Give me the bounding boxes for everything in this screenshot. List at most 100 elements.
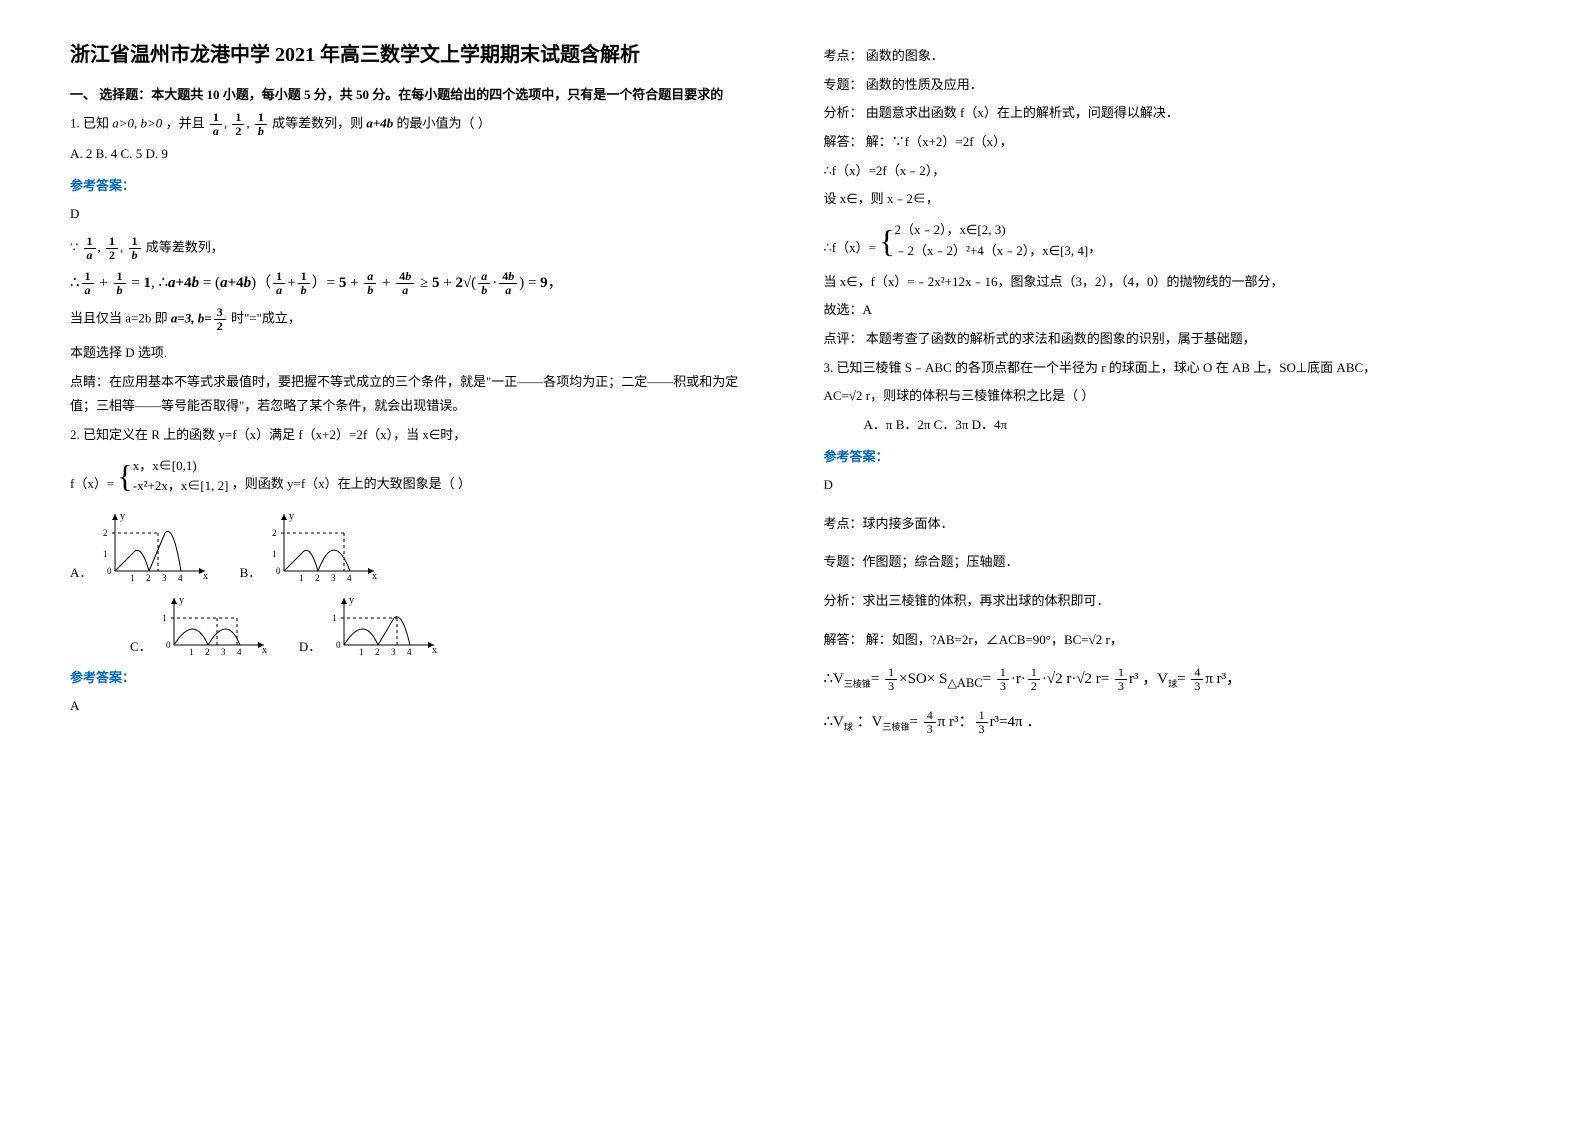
jd4-piece-1: 2（x﹣2），x∈[2, 3) bbox=[895, 220, 1089, 241]
frac: 1b bbox=[129, 235, 141, 262]
q3-text1: 3. 已知三棱锥 S﹣ABC 的各顶点都在一个半径为 r 的球面上，球心 O 在… bbox=[824, 356, 1518, 381]
opt-a-label: A． bbox=[70, 562, 92, 581]
v-ball-pre: ，V bbox=[1142, 671, 1168, 687]
svg-text:y: y bbox=[349, 595, 354, 606]
svg-text:1: 1 bbox=[359, 647, 364, 655]
q2-jd5: 当 x∈，f（x）=﹣2x²+12x﹣16，图象过点（3，2），（4，0）的抛物… bbox=[824, 270, 1518, 295]
q2-kaodian: 考点： 函数的图象． bbox=[824, 44, 1518, 69]
frac: 1a bbox=[84, 235, 96, 262]
q2-jd4: ∴f（x）= { 2（x﹣2），x∈[2, 3) ﹣2（x﹣2）²+4（x﹣2）… bbox=[824, 220, 1518, 262]
q3-kaodian: 考点：球内接多面体． bbox=[824, 512, 1518, 537]
q1-choose: 本题选择 D 选项. bbox=[70, 341, 764, 366]
chart-option-b: B． yx 0 12 12 34 bbox=[240, 509, 379, 581]
svg-text:1: 1 bbox=[189, 647, 194, 655]
chart-b-icon: yx 0 12 12 34 bbox=[269, 509, 379, 581]
q1-tail: 成等差数列，则 bbox=[272, 116, 363, 131]
q2-jd2: ∴f（x）=2f（x﹣2）， bbox=[824, 159, 1518, 184]
q3-t2-tail: ，则球的体积与三棱锥体积之比是（ ） bbox=[870, 388, 1094, 403]
q2-piecewise: f（x）= { x，x∈[0,1) -x²+2x，x∈[1, 2] ，则函数 y… bbox=[70, 456, 764, 498]
section-1-heading: 一、 选择题：本大题共 10 小题，每小题 5 分，共 50 分。在每小题给出的… bbox=[70, 84, 764, 103]
brace-icon: { bbox=[117, 460, 132, 492]
svg-text:0: 0 bbox=[166, 640, 171, 650]
svg-text:2: 2 bbox=[205, 647, 210, 655]
svg-text:2: 2 bbox=[103, 528, 108, 538]
chart-options-row-1: A． y x 0 1 2 1 2 3 4 B． bbox=[70, 509, 764, 581]
q1-mid: ，并且 bbox=[166, 116, 205, 131]
piece-1: x，x∈[0,1) bbox=[133, 456, 229, 477]
q1-step3-cond: a=3, b= bbox=[171, 310, 212, 325]
q1-cond: a>0, b>0 bbox=[112, 116, 162, 131]
frac: 12 bbox=[106, 235, 118, 262]
ratio-s2: 三棱锥 bbox=[883, 722, 910, 732]
q2-answer: A bbox=[70, 694, 764, 719]
ratio-pre: ∴V bbox=[824, 714, 844, 730]
q1-step2-equation: ∴1a + 1b = 1, ∴a+4b = (a+4b)（1a+1b）= 5 +… bbox=[70, 270, 764, 297]
v-pre: ∴V bbox=[824, 671, 844, 687]
answer-label: 参考答案： bbox=[70, 667, 764, 686]
svg-text:x: x bbox=[203, 571, 208, 581]
svg-text:2: 2 bbox=[272, 528, 277, 538]
jd4-piece-2: ﹣2（x﹣2）²+4（x﹣2），x∈[3, 4] bbox=[895, 241, 1089, 262]
q3-zhuanti: 专题：作图题；综合题；压轴题． bbox=[824, 550, 1518, 575]
svg-text:3: 3 bbox=[391, 647, 396, 655]
q2-text1: 2. 已知定义在 R 上的函数 y=f（x）满足 f（x+2）=2f（x），当 … bbox=[70, 423, 764, 448]
q3-ratio-line: ∴V球 ：V三棱锥= 43π r³：13r³=4π ． bbox=[824, 709, 1518, 736]
q1-dianjing: 点睛：在应用基本不等式求最值时，要把握不等式成立的三个条件，就是"一正——各项均… bbox=[70, 370, 764, 419]
svg-text:4: 4 bbox=[237, 647, 242, 655]
q3-ac: AC=√2 r bbox=[824, 388, 871, 403]
v-sub: 三棱锥 bbox=[844, 679, 871, 689]
q1-step3-tail: 时"="成立， bbox=[231, 310, 301, 325]
svg-text:1: 1 bbox=[130, 573, 135, 581]
svg-text:0: 0 bbox=[336, 640, 341, 650]
svg-text:4: 4 bbox=[347, 573, 352, 581]
v-ball-sub: 球 bbox=[1168, 679, 1177, 689]
svg-text:2: 2 bbox=[146, 573, 151, 581]
svg-text:1: 1 bbox=[272, 549, 277, 559]
svg-text:1: 1 bbox=[299, 573, 304, 581]
svg-text:3: 3 bbox=[331, 573, 336, 581]
chart-a-icon: yx 0 12 12 34 bbox=[100, 509, 210, 581]
svg-text:4: 4 bbox=[407, 647, 412, 655]
opt-c-label: C． bbox=[130, 636, 152, 655]
svg-text:0: 0 bbox=[276, 566, 281, 576]
q2-jd4-pre: ∴f（x）= bbox=[824, 240, 876, 255]
q2-jd1: 解答： 解：∵f（x+2）=2f（x）， bbox=[824, 130, 1518, 155]
q1-step1: ∵ 1a, 12, 1b 成等差数列， bbox=[70, 235, 764, 262]
q1-step3: 当且仅当 a=2b 即 a=3, b=32 时"="成立， bbox=[70, 306, 764, 333]
svg-text:0: 0 bbox=[107, 566, 112, 576]
q3-answer: D bbox=[824, 473, 1518, 498]
q1-end: 的最小值为（ ） bbox=[397, 116, 491, 131]
frac-1-2: 12 bbox=[232, 111, 244, 138]
svg-text:3: 3 bbox=[162, 573, 167, 581]
svg-text:4: 4 bbox=[178, 573, 183, 581]
svg-text:2: 2 bbox=[315, 573, 320, 581]
q1-pre: 1. 已知 bbox=[70, 116, 109, 131]
q2-zhuanti: 专题： 函数的性质及应用． bbox=[824, 73, 1518, 98]
chart-option-d: D． yx 0 1 12 34 bbox=[299, 593, 439, 655]
chart-option-c: C． yx 0 1 12 34 bbox=[130, 593, 269, 655]
q3-jiedao: 解答： 解：如图，?AB=2r，∠ACB=90°，BC=√2 r， bbox=[824, 628, 1518, 653]
answer-label: 参考答案： bbox=[824, 446, 1518, 465]
opt-d-label: D． bbox=[299, 636, 321, 655]
q3-fenxi: 分析：求出三棱锥的体积，再求出球的体积即可． bbox=[824, 589, 1518, 614]
page-title: 浙江省温州市龙港中学 2021 年高三数学文上学期期末试题含解析 bbox=[70, 40, 764, 70]
svg-text:y: y bbox=[120, 511, 125, 522]
q3-volume-line: ∴V三棱锥= 13×SO× S△ABC= 13·r·12·√2 r·√2 r= … bbox=[824, 666, 1518, 695]
q2-guxuan: 故选：A bbox=[824, 298, 1518, 323]
opt-b-label: B． bbox=[240, 562, 262, 581]
piece-2: -x²+2x，x∈[1, 2] bbox=[133, 476, 229, 497]
q1-premise: 1. 已知 a>0, b>0 ，并且 1a, 12, 1b 成等差数列，则 a+… bbox=[70, 111, 764, 138]
chart-option-a: A． yx 0 12 12 34 bbox=[70, 509, 210, 581]
svg-text:x: x bbox=[262, 645, 267, 655]
q1-target: a+4b bbox=[366, 116, 393, 131]
svg-text:x: x bbox=[432, 645, 437, 655]
frac-1-a: 1a bbox=[210, 111, 222, 138]
q2-dianping: 点评： 本题考查了函数的解析式的求法和函数的图象的识别，属于基础题， bbox=[824, 327, 1518, 352]
q2-jd3: 设 x∈，则 x﹣2∈， bbox=[824, 187, 1518, 212]
svg-text:1: 1 bbox=[332, 613, 337, 623]
brace-icon: { bbox=[879, 225, 894, 257]
svg-text:y: y bbox=[179, 595, 184, 606]
q1-answer: D bbox=[70, 202, 764, 227]
q3-text2: AC=√2 r，则球的体积与三棱锥体积之比是（ ） bbox=[824, 384, 1518, 409]
svg-text:3: 3 bbox=[221, 647, 226, 655]
